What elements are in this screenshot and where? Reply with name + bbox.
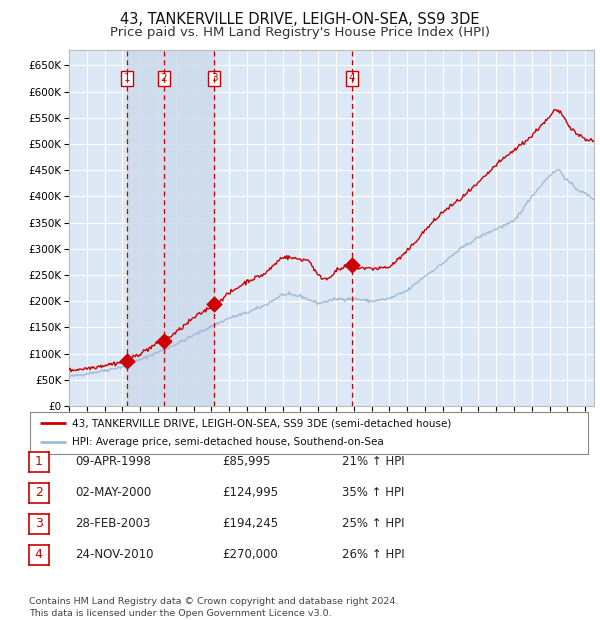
Text: 25% ↑ HPI: 25% ↑ HPI — [342, 518, 404, 530]
Text: 28-FEB-2003: 28-FEB-2003 — [75, 518, 151, 530]
Text: 4: 4 — [349, 73, 355, 84]
Text: 2: 2 — [161, 73, 167, 84]
Text: Contains HM Land Registry data © Crown copyright and database right 2024.
This d: Contains HM Land Registry data © Crown c… — [29, 597, 398, 618]
Text: 3: 3 — [211, 73, 218, 84]
Text: 1: 1 — [35, 456, 43, 468]
Text: 3: 3 — [35, 518, 43, 530]
Text: 2: 2 — [35, 487, 43, 499]
Text: 35% ↑ HPI: 35% ↑ HPI — [342, 487, 404, 499]
Point — [159, 335, 169, 345]
Text: £124,995: £124,995 — [222, 487, 278, 499]
Text: 4: 4 — [35, 549, 43, 561]
Point — [209, 299, 219, 309]
Text: 1: 1 — [124, 73, 131, 84]
Text: 24-NOV-2010: 24-NOV-2010 — [75, 549, 154, 561]
Bar — [127, 50, 214, 406]
Text: HPI: Average price, semi-detached house, Southend-on-Sea: HPI: Average price, semi-detached house,… — [72, 438, 383, 448]
Text: 21% ↑ HPI: 21% ↑ HPI — [342, 456, 404, 468]
Text: 09-APR-1998: 09-APR-1998 — [75, 456, 151, 468]
Text: £270,000: £270,000 — [222, 549, 278, 561]
Text: £194,245: £194,245 — [222, 518, 278, 530]
Text: Price paid vs. HM Land Registry's House Price Index (HPI): Price paid vs. HM Land Registry's House … — [110, 26, 490, 39]
Text: 43, TANKERVILLE DRIVE, LEIGH-ON-SEA, SS9 3DE: 43, TANKERVILLE DRIVE, LEIGH-ON-SEA, SS9… — [120, 12, 480, 27]
Point — [347, 260, 357, 270]
Point — [122, 356, 132, 366]
Text: 02-MAY-2000: 02-MAY-2000 — [75, 487, 151, 499]
Text: £85,995: £85,995 — [222, 456, 271, 468]
Text: 43, TANKERVILLE DRIVE, LEIGH-ON-SEA, SS9 3DE (semi-detached house): 43, TANKERVILLE DRIVE, LEIGH-ON-SEA, SS9… — [72, 418, 451, 428]
Text: 26% ↑ HPI: 26% ↑ HPI — [342, 549, 404, 561]
